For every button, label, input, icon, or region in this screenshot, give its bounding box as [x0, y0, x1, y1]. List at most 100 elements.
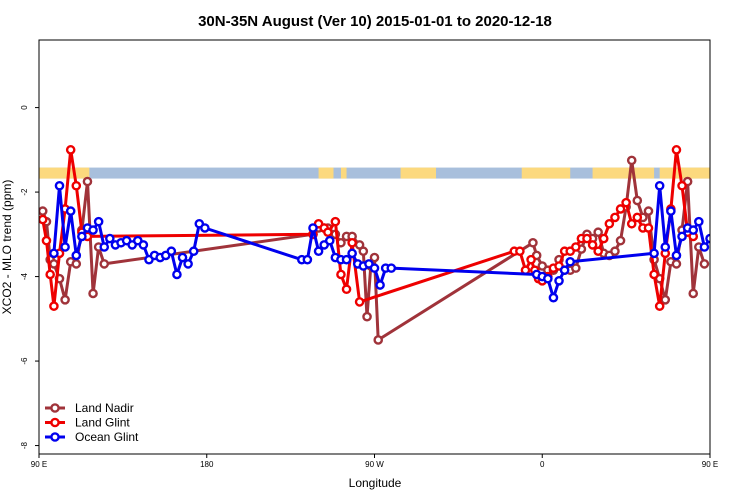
- legend-label: Ocean Glint: [75, 430, 139, 444]
- data-point: [105, 233, 115, 244]
- data-point: [723, 237, 730, 244]
- y-tick-label: -8: [20, 441, 29, 449]
- data-point: [99, 259, 110, 269]
- data-point: [77, 231, 87, 242]
- data-point: [515, 246, 525, 257]
- data-point: [330, 216, 341, 227]
- land-band-segment: [400, 167, 437, 179]
- data-point: [49, 259, 59, 269]
- data-point: [671, 145, 682, 155]
- data-point: [660, 295, 671, 305]
- data-point: [671, 250, 682, 261]
- data-point: [671, 259, 682, 269]
- data-point: [554, 275, 564, 286]
- land-band-segment: [340, 167, 347, 179]
- data-point: [71, 259, 82, 269]
- data-point: [688, 225, 699, 235]
- x-tick-label: 90 E: [702, 460, 718, 469]
- data-point: [718, 239, 725, 246]
- data-point: [699, 242, 710, 252]
- data-point: [358, 246, 369, 257]
- data-point: [649, 248, 659, 259]
- data-point: [582, 233, 592, 244]
- data-point: [88, 288, 98, 299]
- legend-marker: [50, 417, 60, 428]
- data-point: [643, 206, 654, 216]
- y-axis-label: XCO2 - MLO trend (ppm): [0, 180, 14, 315]
- ocean-band: [39, 167, 710, 179]
- legend-item: Land Glint: [45, 416, 130, 430]
- legend-label: Land Nadir: [75, 401, 134, 415]
- data-point: [543, 273, 553, 284]
- data-point: [49, 248, 59, 259]
- series-layer: [39, 145, 730, 345]
- data-point: [313, 246, 324, 257]
- data-point: [386, 263, 397, 273]
- data-point: [362, 311, 372, 322]
- data-point: [65, 206, 76, 216]
- chart-title: 30N-35N August (Ver 10) 2015-01-01 to 20…: [198, 13, 552, 30]
- data-point: [610, 246, 620, 257]
- data-point: [336, 269, 346, 280]
- data-point: [694, 216, 704, 227]
- data-point: [375, 280, 385, 290]
- data-point: [649, 269, 659, 280]
- data-point: [99, 242, 110, 252]
- legend-label: Land Glint: [75, 416, 130, 430]
- land-band-segment: [39, 167, 90, 179]
- data-point: [88, 225, 98, 235]
- data-point: [39, 206, 48, 216]
- legend-item: Ocean Glint: [45, 430, 139, 444]
- data-point: [60, 295, 70, 305]
- data-point: [93, 216, 104, 227]
- data-point: [177, 252, 188, 263]
- y-tick-label: 0: [20, 105, 29, 110]
- x-axis-label: Longitude: [349, 476, 402, 490]
- data-point: [571, 242, 581, 252]
- data-point: [354, 297, 365, 307]
- data-point: [200, 223, 210, 233]
- x-tick-label: 90 E: [31, 460, 47, 469]
- data-point: [60, 242, 70, 252]
- legend-marker: [50, 403, 60, 413]
- data-point: [183, 259, 193, 269]
- data-point: [188, 246, 199, 257]
- data-point: [643, 223, 654, 233]
- data-point: [347, 237, 357, 248]
- series-land-nadir: [39, 155, 710, 345]
- land-band-segment: [521, 167, 571, 179]
- data-point: [65, 145, 76, 155]
- data-point: [308, 223, 318, 233]
- data-point: [632, 195, 643, 206]
- data-point: [302, 254, 313, 265]
- data-point: [341, 254, 352, 265]
- data-point: [324, 235, 335, 246]
- legend-item: Land Nadir: [45, 401, 134, 415]
- data-point: [526, 254, 536, 265]
- x-tick-label: 90 W: [365, 460, 384, 469]
- x-tick-label: 0: [540, 460, 545, 469]
- data-point: [41, 235, 52, 246]
- data-point: [369, 263, 380, 273]
- data-point: [626, 155, 637, 166]
- land-band-segment: [318, 167, 334, 179]
- data-point: [39, 214, 48, 225]
- data-point: [587, 240, 598, 250]
- data-point: [610, 212, 620, 223]
- data-point: [172, 269, 182, 280]
- data-point: [559, 265, 570, 276]
- data-point: [71, 180, 82, 191]
- y-tick-label: -6: [20, 357, 29, 365]
- data-point: [45, 269, 55, 280]
- data-point: [705, 233, 710, 244]
- series-ocean-glint: [49, 180, 730, 303]
- data-point: [654, 301, 665, 311]
- data-point: [54, 180, 65, 191]
- data-point: [571, 263, 581, 273]
- data-point: [677, 231, 687, 242]
- y-tick-label: -4: [20, 272, 29, 280]
- data-point: [677, 180, 687, 191]
- data-point: [654, 180, 665, 191]
- data-point: [621, 197, 631, 208]
